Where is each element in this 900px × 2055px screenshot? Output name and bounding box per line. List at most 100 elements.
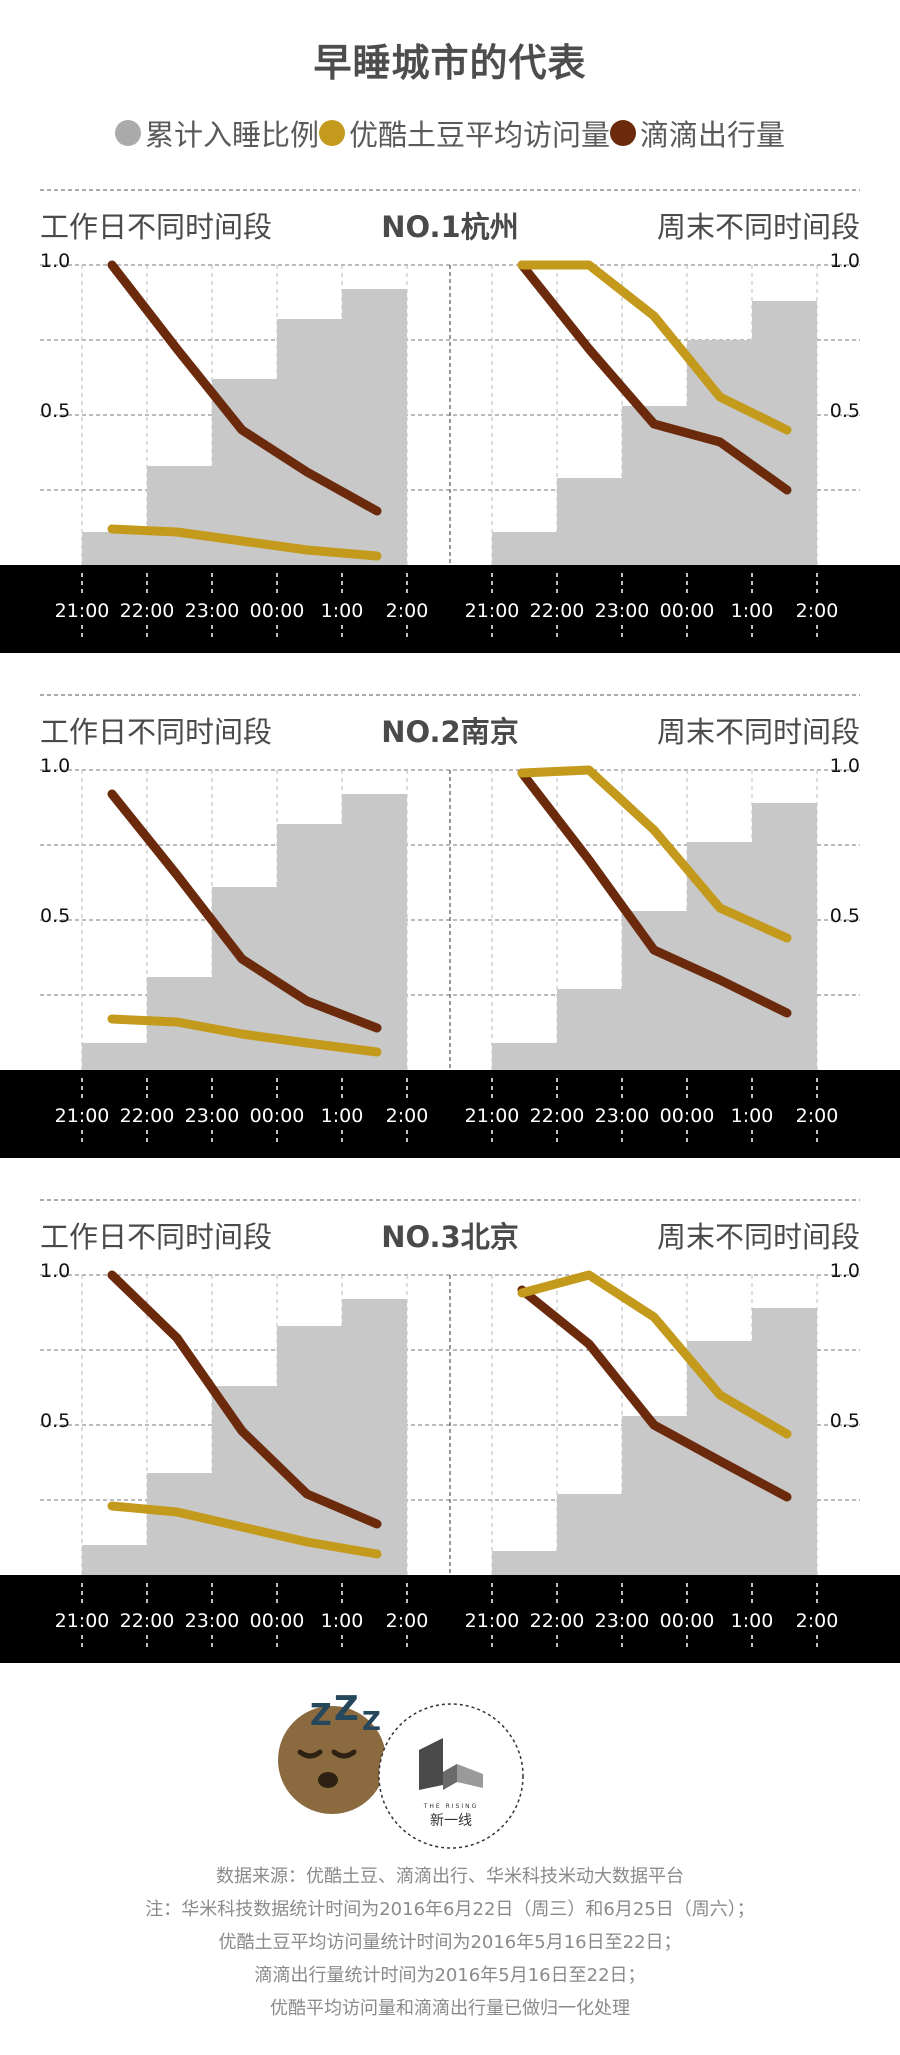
legend-dot-icon bbox=[610, 120, 636, 146]
sleep-ratio-bar bbox=[82, 532, 147, 565]
x-tick-label: 21:00 bbox=[465, 600, 520, 622]
x-tick-label: 23:00 bbox=[185, 1105, 240, 1127]
sleep-ratio-bar bbox=[147, 466, 212, 565]
x-tick-label: 00:00 bbox=[660, 1610, 715, 1632]
weekend-label: 周末不同时间段 bbox=[657, 715, 860, 749]
svg-text:Z: Z bbox=[362, 1707, 381, 1737]
legend-label: 滴滴出行量 bbox=[640, 118, 786, 152]
sleep-ratio-bar bbox=[622, 911, 687, 1070]
sleep-ratio-bar bbox=[492, 1043, 557, 1070]
x-tick-label: 21:00 bbox=[55, 600, 110, 622]
sleep-ratio-bar bbox=[492, 532, 557, 565]
sleep-ratio-bar bbox=[752, 1308, 817, 1575]
y-tick-label: 0.5 bbox=[40, 400, 70, 422]
legend-item-youku: 优酷土豆平均访问量 bbox=[318, 112, 610, 154]
city-rank-title: NO.3北京 bbox=[381, 1220, 518, 1254]
sleep-ratio-bar bbox=[82, 1043, 147, 1070]
y-tick-label: 1.0 bbox=[40, 250, 70, 272]
x-tick-label: 22:00 bbox=[120, 1610, 175, 1632]
didi-line-weekend bbox=[517, 260, 792, 495]
footer-line: 优酷平均访问量和滴滴出行量已做归一化处理 bbox=[270, 1998, 630, 2019]
x-tick-label: 22:00 bbox=[120, 1105, 175, 1127]
x-tick-label: 21:00 bbox=[55, 1105, 110, 1127]
footer-line: 数据来源：优酷土豆、滴滴出行、华米科技米动大数据平台 bbox=[216, 1866, 684, 1887]
sleep-ratio-bar bbox=[82, 1545, 147, 1575]
y-tick-label: 0.5 bbox=[40, 905, 70, 927]
sleep-ratio-bar bbox=[492, 1551, 557, 1575]
footer-line: 滴滴出行量统计时间为2016年5月16日至22日； bbox=[254, 1965, 646, 1986]
x-tick-label: 21:00 bbox=[55, 1610, 110, 1632]
didi-line-weekday bbox=[107, 260, 382, 516]
city-rank-title: NO.1杭州 bbox=[381, 210, 518, 244]
weekend-label: 周末不同时间段 bbox=[657, 210, 860, 244]
x-tick-label: 1:00 bbox=[321, 1105, 364, 1127]
y-tick-label: 1.0 bbox=[830, 755, 860, 777]
x-axis-band bbox=[0, 1575, 900, 1663]
y-tick-label: 0.5 bbox=[830, 400, 860, 422]
x-tick-label: 1:00 bbox=[321, 600, 364, 622]
footer-notes: 数据来源：优酷土豆、滴滴出行、华米科技米动大数据平台 注：华米科技数据统计时间为… bbox=[0, 1860, 900, 2025]
x-tick-label: 22:00 bbox=[530, 1105, 585, 1127]
weekday-label: 工作日不同时间段 bbox=[40, 210, 272, 244]
x-tick-label: 21:00 bbox=[465, 1610, 520, 1632]
footer-line: 优酷土豆平均访问量统计时间为2016年5月16日至22日； bbox=[218, 1932, 682, 1953]
sleep-ratio-bar bbox=[212, 1386, 277, 1575]
youku-line-weekend bbox=[517, 1270, 792, 1439]
youku-line-weekend bbox=[517, 260, 792, 435]
x-tick-label: 2:00 bbox=[386, 600, 429, 622]
sleep-ratio-bar bbox=[557, 989, 622, 1070]
x-axis-band bbox=[0, 565, 900, 653]
legend-dot-icon bbox=[114, 120, 141, 146]
x-tick-label: 1:00 bbox=[731, 1105, 774, 1127]
x-tick-label: 2:00 bbox=[796, 600, 839, 622]
weekday-label: 工作日不同时间段 bbox=[40, 715, 272, 749]
x-tick-label: 00:00 bbox=[660, 1105, 715, 1127]
weekend-label: 周末不同时间段 bbox=[657, 1220, 860, 1254]
y-tick-label: 0.5 bbox=[830, 1410, 860, 1432]
sleeping-face-icon: Z Z Z bbox=[278, 1690, 386, 1814]
x-tick-label: 23:00 bbox=[185, 1610, 240, 1632]
y-tick-label: 1.0 bbox=[40, 755, 70, 777]
legend-dot-icon bbox=[318, 120, 345, 146]
sleep-ratio-bar bbox=[342, 289, 407, 565]
x-tick-label: 00:00 bbox=[250, 600, 305, 622]
legend-item-sleep: 累计入睡比例 bbox=[114, 112, 319, 154]
sleep-ratio-bar bbox=[277, 319, 342, 565]
x-tick-label: 00:00 bbox=[660, 600, 715, 622]
x-tick-label: 22:00 bbox=[120, 600, 175, 622]
x-tick-label: 23:00 bbox=[595, 1610, 650, 1632]
youku-line-weekend bbox=[517, 765, 792, 943]
chart-panel-3: 工作日不同时间段 NO.3北京 周末不同时间段 1.0 1.0 0.5 0.5 21:00 22… bbox=[0, 1195, 900, 1670]
chart-canvas: 工作日不同时间段 NO.1杭州 周末不同时间段 1.0 1.0 0.5 0.5 21:00 22… bbox=[0, 189, 900, 653]
chart-canvas: 工作日不同时间段 NO.2南京 周末不同时间段 1.0 1.0 0.5 0.5 21:00 22… bbox=[0, 694, 900, 1158]
x-tick-label: 22:00 bbox=[530, 1610, 585, 1632]
svg-text:Z: Z bbox=[334, 1690, 359, 1729]
didi-line-weekend bbox=[517, 1285, 792, 1502]
x-tick-label: 2:00 bbox=[386, 1105, 429, 1127]
sleep-ratio-bar bbox=[622, 1416, 687, 1575]
x-tick-label: 00:00 bbox=[250, 1610, 305, 1632]
didi-line-weekday bbox=[107, 1270, 382, 1529]
x-tick-label: 23:00 bbox=[185, 600, 240, 622]
y-tick-label: 1.0 bbox=[40, 1260, 70, 1282]
didi-line-weekend bbox=[517, 768, 792, 1018]
svg-text:Z: Z bbox=[310, 1698, 332, 1733]
sleep-ratio-bar bbox=[147, 1473, 212, 1575]
x-tick-label: 2:00 bbox=[386, 1610, 429, 1632]
logo-brand: 新一线 bbox=[430, 1813, 472, 1829]
y-tick-label: 0.5 bbox=[40, 1410, 70, 1432]
sleep-ratio-bar bbox=[557, 1494, 622, 1575]
youku-line-weekday bbox=[107, 1014, 382, 1057]
x-tick-label: 22:00 bbox=[530, 600, 585, 622]
chart-panel-2: 工作日不同时间段 NO.2南京 周末不同时间段 1.0 1.0 0.5 0.5 21:00 22… bbox=[0, 690, 900, 1165]
x-tick-label: 2:00 bbox=[796, 1610, 839, 1632]
legend-label: 累计入睡比例 bbox=[144, 118, 319, 152]
x-tick-label: 23:00 bbox=[595, 1105, 650, 1127]
x-tick-label: 1:00 bbox=[731, 1610, 774, 1632]
sleep-ratio-bar bbox=[277, 824, 342, 1070]
youku-line-weekday bbox=[107, 524, 382, 561]
didi-line-weekday bbox=[107, 789, 382, 1033]
legend-label: 优酷土豆平均访问量 bbox=[348, 118, 610, 152]
logo-tagline: THE RISING bbox=[423, 1803, 479, 1810]
x-tick-label: 2:00 bbox=[796, 1105, 839, 1127]
